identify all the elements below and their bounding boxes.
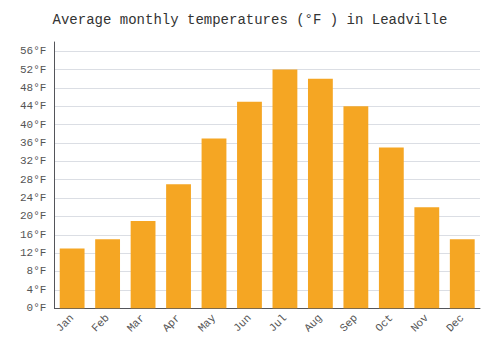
svg-text:52°F: 52°F bbox=[20, 64, 46, 76]
svg-text:36°F: 36°F bbox=[20, 137, 46, 149]
svg-text:Dec: Dec bbox=[444, 312, 466, 334]
svg-text:8°F: 8°F bbox=[27, 265, 47, 277]
svg-text:May: May bbox=[196, 312, 219, 335]
svg-text:48°F: 48°F bbox=[20, 82, 46, 94]
svg-text:Jan: Jan bbox=[54, 312, 76, 334]
svg-text:24°F: 24°F bbox=[20, 192, 46, 204]
svg-text:Jun: Jun bbox=[231, 312, 253, 334]
svg-text:56°F: 56°F bbox=[20, 45, 46, 57]
svg-text:4°F: 4°F bbox=[27, 284, 47, 296]
svg-text:40°F: 40°F bbox=[20, 119, 46, 131]
svg-text:28°F: 28°F bbox=[20, 174, 46, 186]
svg-text:Feb: Feb bbox=[89, 312, 111, 334]
svg-text:16°F: 16°F bbox=[20, 229, 46, 241]
svg-text:Aug: Aug bbox=[302, 312, 324, 334]
svg-text:Apr: Apr bbox=[160, 312, 182, 334]
svg-text:0°F: 0°F bbox=[27, 302, 47, 314]
svg-text:Average monthly temperatures (: Average monthly temperatures (°F ) in Le… bbox=[53, 12, 448, 28]
svg-text:Nov: Nov bbox=[409, 312, 432, 335]
svg-text:Sep: Sep bbox=[338, 312, 360, 334]
svg-text:Mar: Mar bbox=[125, 312, 147, 334]
svg-text:44°F: 44°F bbox=[20, 100, 46, 112]
svg-text:20°F: 20°F bbox=[20, 210, 46, 222]
svg-text:32°F: 32°F bbox=[20, 155, 46, 167]
svg-text:12°F: 12°F bbox=[20, 247, 46, 259]
svg-text:Oct: Oct bbox=[373, 312, 395, 334]
svg-text:Jul: Jul bbox=[267, 312, 289, 334]
